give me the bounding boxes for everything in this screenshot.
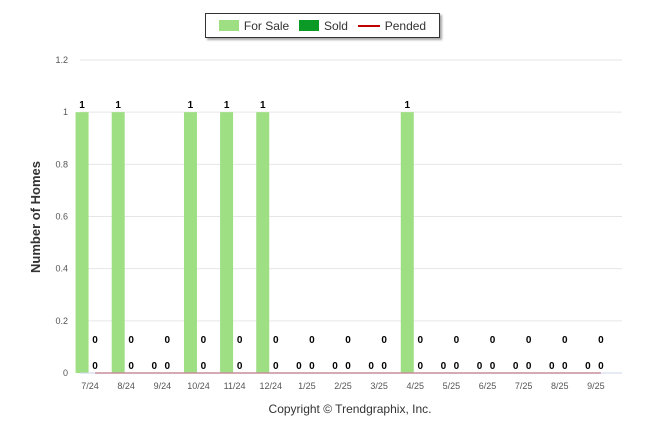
x-tick-label: 12/24 [259,381,282,391]
x-tick-label: 7/24 [81,381,99,391]
x-tick-label: 6/25 [479,381,497,391]
for-sale-data-label: 0 [549,361,555,372]
sold-data-label: 0 [490,361,496,372]
y-axis-title: Number of Homes [28,161,43,273]
y-tick-label: 1.2 [55,55,68,65]
pended-data-label: 0 [598,335,604,346]
sold-data-label: 0 [562,361,568,372]
sold-swatch [298,20,319,31]
sold-data-label: 0 [345,361,351,372]
sold-data-label: 0 [381,361,387,372]
for-sale-data-label: 0 [152,361,158,372]
x-tick-label: 10/24 [187,381,210,391]
x-tick-label: 2/25 [334,381,352,391]
pended-data-label: 0 [562,335,568,346]
pended-data-label: 0 [417,335,423,346]
legend-label-sold: Sold [323,18,348,33]
for-sale-data-label: 1 [79,100,85,111]
for-sale-data-label: 1 [224,100,230,111]
pended-data-label: 0 [165,335,171,346]
for-sale-data-label: 0 [332,361,338,372]
sold-data-label: 0 [454,361,460,372]
pended-data-label: 0 [381,335,387,346]
x-tick-label: 3/25 [370,381,388,391]
pended-data-label: 0 [237,335,243,346]
x-tick-label: 11/24 [224,381,246,391]
copyright-text: Copyright © Trendgraphix, Inc. [268,402,432,416]
pended-data-label: 0 [309,335,315,346]
sold-data-label: 0 [598,361,604,372]
x-tick-label: 7/25 [515,381,533,391]
for-sale-data-label: 0 [296,361,302,372]
y-tick-label: 0.6 [55,212,68,222]
pended-data-label: 0 [454,335,460,346]
for-sale-bar [75,112,89,374]
y-tick-label: 0 [63,368,68,378]
for-sale-data-label: 1 [404,100,410,111]
for-sale-bar [183,112,197,374]
y-axis: 0 0.2 0.4 0.6 0.8 1 1.2 [55,55,68,378]
for-sale-data-label: 1 [188,100,194,111]
y-tick-label: 0.4 [55,264,68,274]
sold-data-label: 0 [273,361,279,372]
chart-legend: For Sale Sold Pended [205,13,440,38]
for-sale-data-label: 0 [368,361,374,372]
sold-data-label: 0 [309,361,315,372]
for-sale-data-label: 0 [477,361,483,372]
x-tick-label: 5/25 [443,381,461,391]
legend-item-for-sale[interactable]: For Sale [218,18,290,33]
pended-data-label: 0 [201,335,207,346]
for-sale-data-label: 1 [115,100,121,111]
x-tick-label: 1/25 [298,381,316,391]
legend-item-pended[interactable]: Pended [357,18,427,33]
for-sale-data-label: 1 [260,100,266,111]
for-sale-bar [220,112,234,374]
sold-data-label: 0 [92,361,98,372]
x-tick-label: 8/24 [117,381,135,391]
for-sale-bar [111,112,125,374]
sold-data-label: 0 [128,361,134,372]
legend-label-pended: Pended [384,18,427,33]
sold-data-label: 0 [237,361,243,372]
sold-data-label: 0 [526,361,532,372]
pended-data-label: 0 [345,335,351,346]
pended-data-label: 0 [92,335,98,346]
bar-series [75,112,414,374]
y-tick-label: 1 [63,107,68,117]
pended-data-label: 0 [128,335,134,346]
chart-grid [80,59,622,374]
for-sale-swatch [218,20,239,31]
sold-data-label: 0 [201,361,207,372]
for-sale-bar [400,112,414,374]
for-sale-data-label: 0 [441,361,447,372]
pended-data-label: 0 [490,335,496,346]
legend-item-sold[interactable]: Sold [298,18,348,33]
x-tick-label: 4/25 [407,381,425,391]
sold-data-label: 0 [165,361,171,372]
for-sale-data-label: 0 [513,361,519,372]
for-sale-bar [256,112,270,374]
sold-data-label: 0 [417,361,423,372]
for-sale-data-label: 0 [585,361,591,372]
x-tick-label: 8/25 [551,381,569,391]
x-axis: 7/24 8/24 9/24 10/24 11/24 12/24 1/25 2/25 3/25 4… [80,372,622,391]
y-tick-label: 0.8 [55,159,68,169]
y-tick-label: 0.2 [55,316,68,326]
pended-swatch [357,24,380,27]
x-tick-label: 9/25 [587,381,605,391]
legend-label-for-sale: For Sale [243,18,290,33]
x-tick-label: 9/24 [154,381,172,391]
pended-data-label: 0 [526,335,532,346]
pended-data-label: 0 [273,335,279,346]
